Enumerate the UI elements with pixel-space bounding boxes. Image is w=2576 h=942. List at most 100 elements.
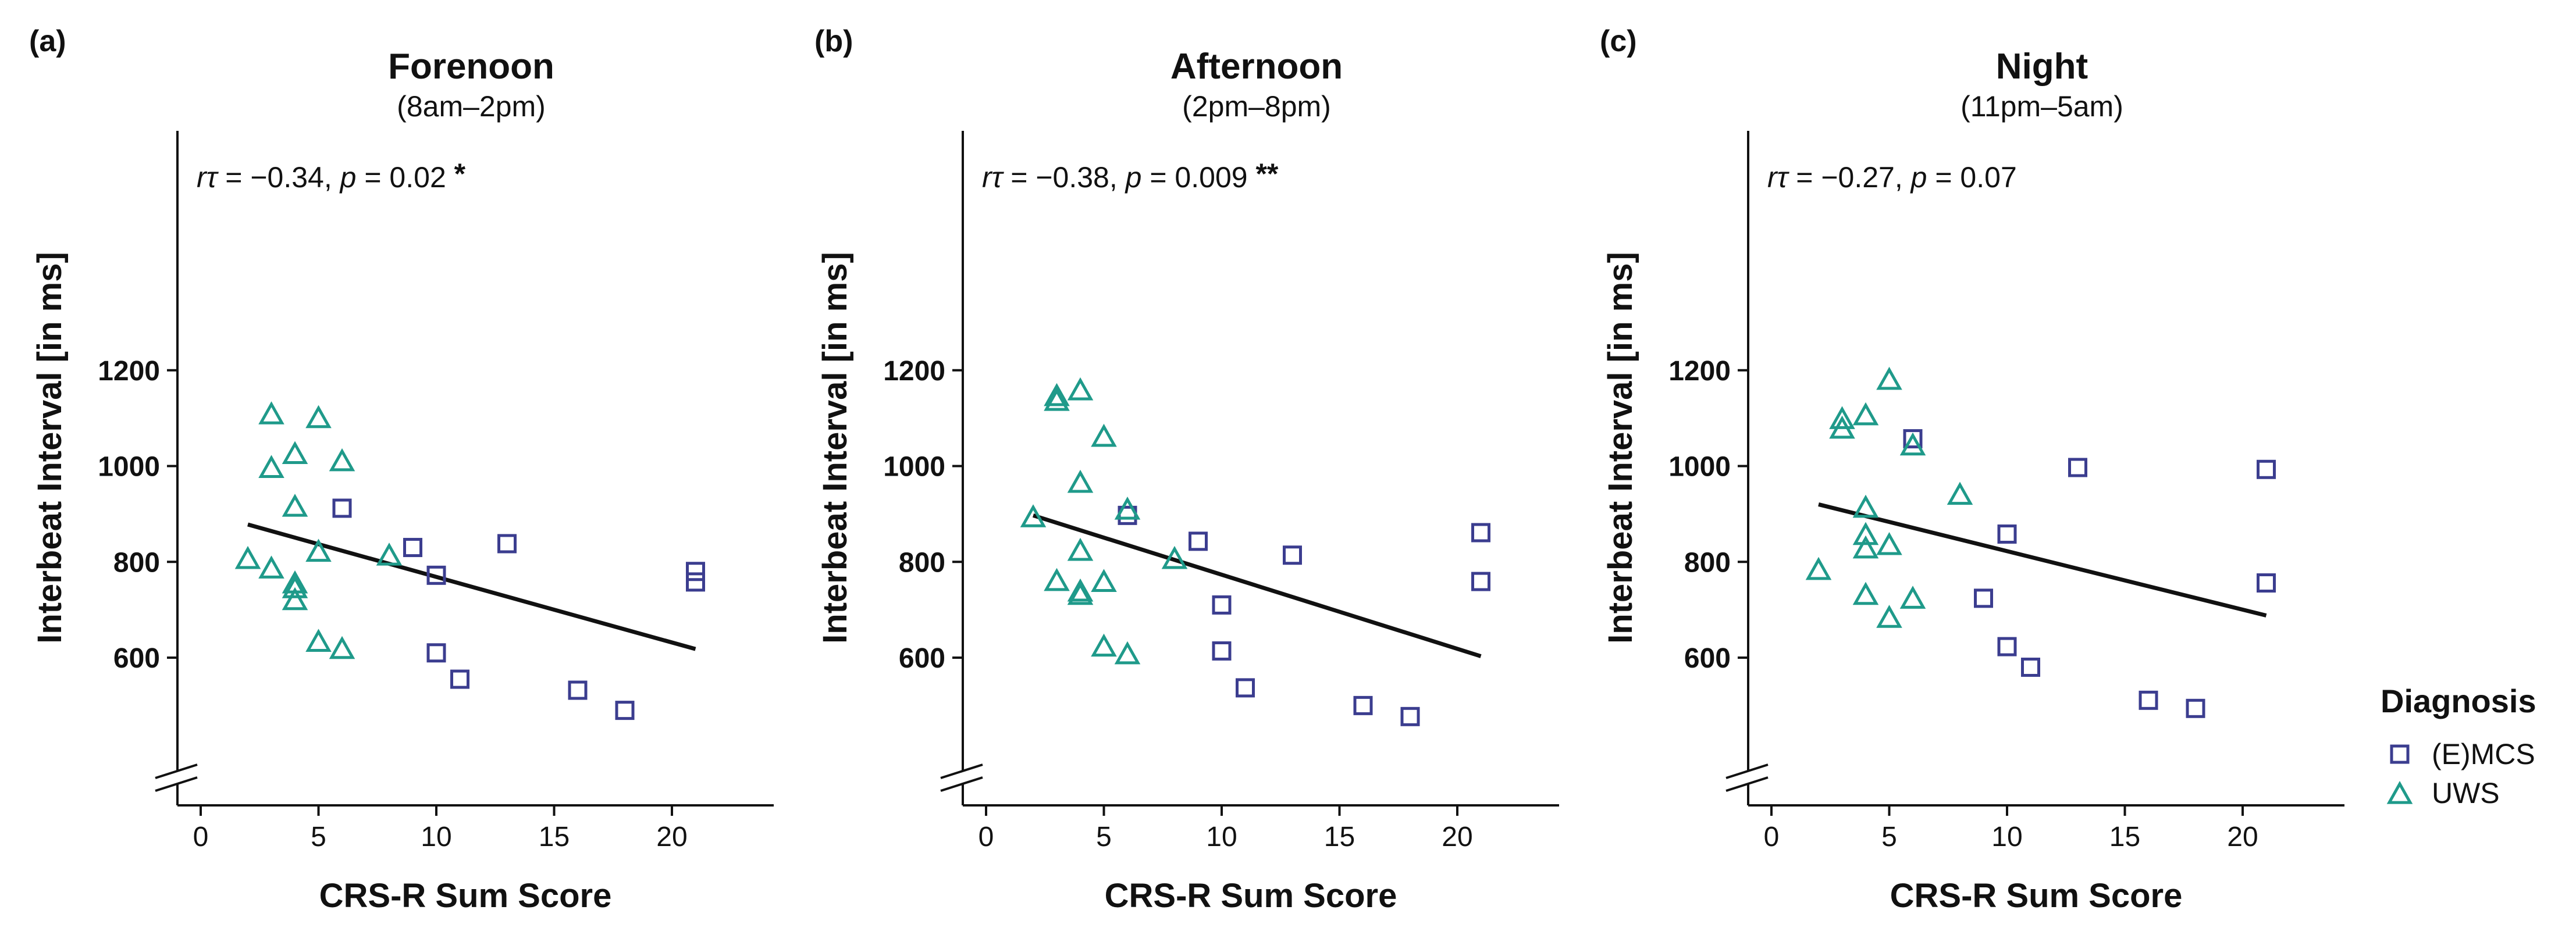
legend-label-emcs: (E)MCS	[2432, 738, 2535, 770]
data-point-emcs	[450, 669, 469, 689]
x-tick-label: 0	[193, 822, 209, 852]
data-point-uws	[1805, 556, 1832, 580]
data-point-uws	[1091, 423, 1117, 447]
data-point-uws	[1044, 568, 1070, 591]
data-point-uws	[1114, 641, 1141, 665]
data-point-emcs	[1353, 695, 1373, 715]
x-tick-label: 5	[311, 822, 326, 852]
data-point-emcs	[2068, 458, 2087, 477]
x-tick-label: 20	[1442, 822, 1472, 852]
panel-label: (c)	[1600, 24, 1637, 58]
data-point-emcs	[1212, 641, 1232, 661]
y-tick-label: 800	[899, 547, 945, 578]
correlation-annotation: rτ = −0.34, p = 0.02 *	[197, 158, 466, 194]
data-point-emcs	[1903, 429, 1923, 449]
data-point-uws	[1876, 366, 1902, 390]
panel-label: (a)	[29, 24, 66, 58]
data-point-emcs	[1997, 524, 2017, 544]
series-uws	[234, 401, 403, 659]
panel-subtitle: (8am–2pm)	[397, 90, 546, 123]
data-point-uws	[305, 538, 332, 562]
legend: Diagnosis (E)MCS UWS	[2381, 683, 2536, 809]
x-tick-label: 20	[656, 822, 687, 852]
y-tick-label: 800	[1684, 547, 1731, 578]
annotation-p: p	[339, 161, 357, 194]
annotation-r-value: = −0.34,	[217, 161, 340, 194]
data-point-emcs	[2257, 573, 2276, 593]
x-tick-label: 10	[1206, 822, 1237, 852]
data-point-emcs	[568, 680, 588, 700]
legend-marker-uws	[2386, 781, 2413, 804]
data-point-emcs	[332, 498, 352, 518]
data-point-uws	[1876, 605, 1902, 628]
annotation-p-value: = 0.07	[1927, 161, 2016, 194]
data-point-emcs	[497, 534, 517, 554]
panel-subtitle: (11pm–5am)	[1961, 90, 2123, 123]
legend-label-uws: UWS	[2432, 777, 2500, 809]
data-point-uws	[258, 455, 284, 478]
annotation-r: rτ	[1767, 161, 1790, 194]
annotation-p: p	[1910, 161, 1927, 194]
data-point-uws	[258, 555, 284, 579]
data-point-emcs	[1400, 706, 1420, 726]
data-point-uws	[1852, 581, 1879, 605]
annotation-p-value: = 0.02	[356, 161, 454, 194]
panel-title: Forenoon	[388, 47, 554, 87]
x-tick-label: 5	[1881, 822, 1897, 852]
data-point-emcs	[1471, 572, 1490, 591]
y-tick-label: 600	[899, 643, 945, 674]
x-tick-label: 5	[1096, 822, 1112, 852]
data-point-uws	[282, 575, 308, 598]
panel-c: (c) Night(11pm–5am) 600 800 1000 1200 0 5 10 15 20…	[1600, 24, 2344, 915]
x-tick-label: 0	[1764, 822, 1780, 852]
annotation-p: p	[1125, 161, 1142, 194]
data-point-uws	[376, 543, 403, 566]
data-point-uws	[1067, 469, 1094, 493]
data-point-uws	[1067, 537, 1094, 561]
annotation-significance: *	[454, 158, 466, 190]
data-point-emcs	[686, 572, 705, 592]
data-point-uws	[282, 494, 308, 517]
panel-title: Night	[1996, 47, 2088, 87]
panel-b: (b) Afternoon(2pm–8pm) 600 800 1000 1200 0 5 10 1…	[814, 24, 1559, 915]
data-point-uws	[258, 401, 284, 424]
data-point-uws	[1947, 481, 1973, 505]
y-tick-label: 600	[1684, 643, 1731, 674]
panel-label: (b)	[814, 24, 853, 58]
data-point-uws	[1044, 388, 1070, 411]
panel-a: (a) Forenoon(8am–2pm) 600 800 1000 1200 0 5 10 15…	[29, 24, 774, 915]
data-point-uws	[1876, 531, 1902, 555]
data-point-uws	[1067, 578, 1094, 602]
data-point-emcs	[426, 565, 446, 585]
axis-break-mark	[940, 776, 983, 792]
correlation-annotation: rτ = −0.27, p = 0.07	[1767, 161, 2017, 194]
data-point-uws	[1852, 402, 1879, 426]
data-point-emcs	[615, 701, 635, 720]
x-tick-label: 20	[2227, 822, 2258, 852]
x-axis-label: CRS-R Sum Score	[319, 877, 612, 915]
y-tick-label: 800	[113, 547, 160, 578]
y-tick-label: 1200	[1668, 356, 1731, 387]
data-point-uws	[329, 448, 355, 472]
y-axis-label: Interbeat Interval [in ms]	[816, 252, 854, 644]
annotation-p-value: = 0.009	[1141, 161, 1255, 194]
x-tick-label: 15	[539, 822, 570, 852]
series-emcs	[1118, 505, 1490, 726]
data-point-emcs	[1236, 678, 1255, 698]
data-point-emcs	[403, 538, 422, 558]
series-uws	[1020, 377, 1188, 665]
legend-marker-emcs	[2390, 744, 2410, 764]
data-point-uws	[1852, 494, 1879, 518]
annotation-significance: **	[1255, 158, 1278, 190]
data-point-uws	[1067, 581, 1094, 605]
data-point-uws	[305, 405, 332, 429]
y-tick-label: 1000	[883, 452, 945, 483]
panel-title: Afternoon	[1170, 47, 1343, 87]
correlation-annotation: rτ = −0.38, p = 0.009 **	[982, 158, 1279, 194]
data-point-uws	[282, 441, 308, 465]
data-point-uws	[1899, 586, 1926, 609]
series-emcs	[1903, 429, 2276, 718]
x-axis-label: CRS-R Sum Score	[1890, 877, 2183, 915]
data-point-uws	[1161, 545, 1188, 569]
